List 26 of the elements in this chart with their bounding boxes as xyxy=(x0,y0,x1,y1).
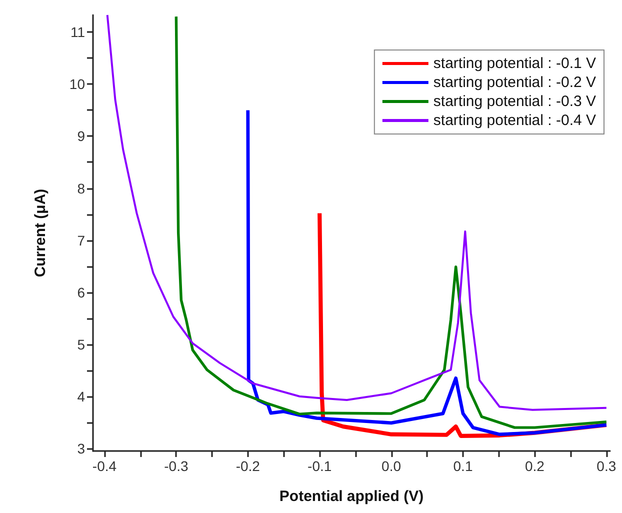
line-series xyxy=(106,14,608,411)
legend-label: starting potential : -0.1 V xyxy=(433,55,596,72)
line-series xyxy=(246,108,608,436)
legend-label: starting potential : -0.3 V xyxy=(433,93,596,110)
y-tick-label: 10 xyxy=(69,76,86,92)
x-tick-label: 0.0 xyxy=(382,458,402,474)
y-tick-label: 8 xyxy=(77,180,86,196)
x-tick-label: -0.1 xyxy=(308,458,332,474)
y-tick-label: 3 xyxy=(77,440,86,456)
y-tick-label: 11 xyxy=(70,24,86,40)
y-axis-title: Current (μA) xyxy=(32,188,49,278)
x-tick-label: -0.2 xyxy=(236,458,260,474)
x-tick-label: -0.4 xyxy=(92,458,117,474)
legend-label: starting potential : -0.2 V xyxy=(433,74,596,91)
line-series xyxy=(174,15,608,429)
y-tick-label: 9 xyxy=(77,128,86,144)
y-tick-label: 6 xyxy=(77,284,86,300)
x-axis-title: Potential applied (V) xyxy=(279,488,424,505)
y-tick-label: 7 xyxy=(77,232,86,248)
y-tick-label: 4 xyxy=(77,388,86,404)
x-tick-label: 0.1 xyxy=(453,458,473,474)
x-tick-label: 0.2 xyxy=(524,458,545,474)
x-tick-label: -0.3 xyxy=(164,458,188,474)
x-tick-label: 0.3 xyxy=(596,458,616,474)
y-tick-label: 5 xyxy=(77,336,86,352)
legend-label: starting potential : -0.4 V xyxy=(433,112,596,129)
